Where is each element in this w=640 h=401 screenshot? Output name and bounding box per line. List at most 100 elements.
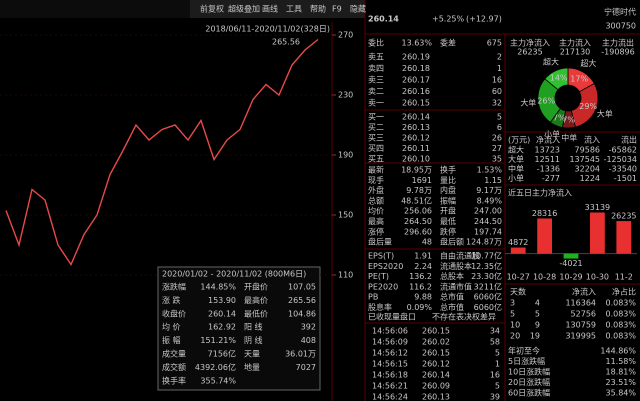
toolbar-button[interactable]: F9: [332, 5, 342, 14]
toolbar-button[interactable]: 隐藏: [350, 4, 366, 14]
stat-cell: 盘后量: [368, 237, 392, 247]
table-cell: -1336: [537, 165, 560, 174]
order-volume: 6: [497, 123, 502, 132]
popup-cell: 355.74%: [200, 376, 236, 385]
toolbar-button[interactable]: 超级叠加: [228, 4, 260, 14]
order-volume: 35: [492, 155, 502, 164]
bar: [563, 253, 579, 259]
x-tick-label: 10-28: [533, 273, 556, 282]
stat-cell: 盘后额: [440, 237, 464, 247]
return-label: 年初至今: [508, 346, 540, 356]
toolbar-button[interactable]: 前复权: [200, 4, 224, 14]
tab-strip: [0, 0, 190, 18]
pie-slice: [544, 67, 569, 91]
popup-cell: 4392.06亿: [195, 362, 236, 372]
order-volume: 27: [492, 144, 502, 153]
popup-cell: 7027: [296, 363, 316, 372]
order-level: 卖三: [368, 76, 384, 85]
table-header: 净占比: [612, 287, 636, 297]
toolbar-button[interactable]: 帮助: [310, 4, 326, 14]
order-price: 260.11: [402, 144, 430, 153]
tick-price: 260.14: [422, 371, 450, 380]
return-value: 23.51%: [605, 378, 636, 387]
fundamental-cell: PE(T): [368, 272, 389, 281]
table-cell: 0.083%: [605, 299, 636, 308]
fundamental-cell: 6060亿: [474, 292, 502, 302]
fundamental-cell: 9.88: [414, 293, 432, 302]
popup-cell: 107.05: [288, 283, 316, 292]
table-cell: 小单: [508, 173, 524, 183]
table-cell: -277: [542, 174, 560, 183]
stat-cell: 48: [422, 238, 432, 247]
table-unit: (万元): [508, 136, 530, 145]
stat-cell: 最低: [440, 216, 456, 226]
table-cell: 19: [530, 332, 540, 341]
toolbar-button[interactable]: 工具: [286, 5, 302, 14]
stat-cell: 48.51亿: [401, 195, 432, 205]
change: (+12.97): [466, 15, 502, 24]
table-cell: -33540: [609, 165, 637, 174]
table-header: 天数: [510, 287, 526, 297]
y-tick-label: 270: [338, 31, 353, 40]
y-tick-label: 110: [338, 271, 353, 280]
order-level: 买四: [368, 144, 384, 153]
stat-cell: 9.17万: [476, 186, 502, 195]
return-label: 60日涨跌幅: [508, 388, 550, 398]
table-cell: 13723: [535, 146, 560, 155]
tick-price: 260.12: [422, 360, 450, 369]
order-price: 260.12: [402, 134, 430, 143]
popup-cell: 涨跌幅: [162, 282, 186, 292]
fundamental-cell: 流通市值: [440, 281, 472, 291]
return-label: 5日涨跌幅: [508, 356, 545, 366]
bar: [590, 212, 605, 254]
stat-cell: 振幅: [440, 195, 456, 205]
table-cell: 超大: [508, 145, 524, 155]
tick-price: 260.13: [422, 393, 450, 401]
tick-volume: 58: [490, 338, 500, 347]
tick-volume: 39: [490, 393, 500, 401]
x-tick-label: 10-27: [507, 273, 530, 282]
order-level: 卖四: [368, 64, 384, 73]
popup-title: 2020/01/02 - 2020/11/02 (800M6日): [162, 270, 306, 279]
change-pct: +5.25%: [432, 15, 465, 24]
stat-cell: 18.95万: [401, 166, 432, 175]
table-cell: 137545: [569, 155, 600, 164]
table-cell: 4: [535, 299, 540, 308]
tick-price: 260.15: [422, 349, 450, 358]
return-label: 20日涨跌幅: [508, 377, 550, 387]
table-cell: 319995: [565, 332, 596, 341]
order-level: 卖二: [368, 87, 384, 96]
bar: [537, 218, 552, 254]
order-level: 买三: [368, 134, 384, 143]
toolbar-button[interactable]: 画线: [262, 4, 278, 14]
tick-price: 260.15: [422, 327, 450, 336]
order-volume: 26: [492, 134, 502, 143]
weibi-cell: 委比: [368, 38, 384, 48]
flow-header: 主力净流入: [510, 38, 550, 48]
fundamental-cell: 总股本: [440, 271, 464, 281]
popup-cell: 144.85%: [200, 283, 236, 292]
fundamental-cell: 3211亿: [474, 281, 502, 291]
table-cell: 大单: [508, 154, 524, 164]
flow-value: 26235: [517, 48, 542, 57]
table-cell: 52756: [571, 310, 596, 319]
flow-header: 主力流入: [559, 38, 591, 48]
table-cell: 79586: [575, 146, 600, 155]
flow-value: -190896: [601, 48, 634, 57]
table-cell: 12511: [535, 155, 560, 164]
order-price: 260.19: [402, 53, 430, 62]
tick-time: 14:56:18: [372, 371, 408, 380]
popup-cell: 收盘价: [162, 308, 186, 318]
table-cell: 0.083%: [605, 321, 636, 330]
table-cell: -125034: [604, 155, 637, 164]
fundamental-cell: 1.91: [414, 252, 432, 261]
stat-cell: 8.49%: [477, 196, 503, 205]
fundamental-cell: 流通股本: [440, 261, 472, 271]
order-price: 260.13: [402, 123, 430, 132]
order-volume: 16: [492, 76, 502, 85]
table-header: 流出: [621, 135, 637, 145]
stat-cell: 197.74: [474, 227, 502, 236]
order-volume: 60: [492, 87, 502, 96]
popup-cell: 392: [301, 323, 316, 332]
pie-label: 26%: [537, 96, 555, 105]
